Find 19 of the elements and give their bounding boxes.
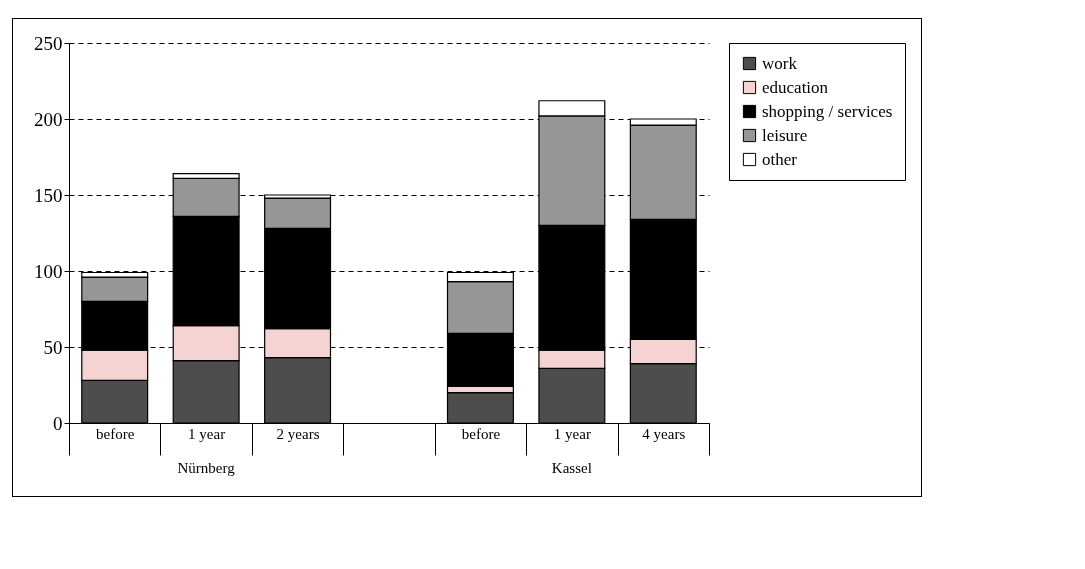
legend-label: shopping / services — [762, 101, 893, 121]
x-tick-label: 4 years — [642, 425, 686, 442]
y-tick-label: 100 — [34, 260, 63, 282]
legend-label: leisure — [762, 125, 808, 145]
text: Kassel — [551, 460, 592, 476]
x-tick-label: 1 year — [553, 425, 591, 442]
x-tick-label: before — [96, 425, 135, 442]
x-tick-label: 1 year — [188, 425, 226, 442]
y-tick-label: 150 — [34, 184, 63, 206]
y-tick-label: 50 — [43, 336, 63, 358]
text: Nürnberg — [177, 460, 236, 476]
y-tick-label: 200 — [34, 108, 63, 130]
y-tick-label: 250 — [34, 32, 63, 54]
legend-label: other — [762, 149, 798, 169]
legend-label: education — [762, 77, 829, 97]
y-tick-label: 0 — [53, 412, 63, 434]
legend-label: work — [762, 53, 798, 73]
x-tick-label: 2 years — [276, 425, 320, 442]
x-tick-label: before — [461, 425, 501, 442]
